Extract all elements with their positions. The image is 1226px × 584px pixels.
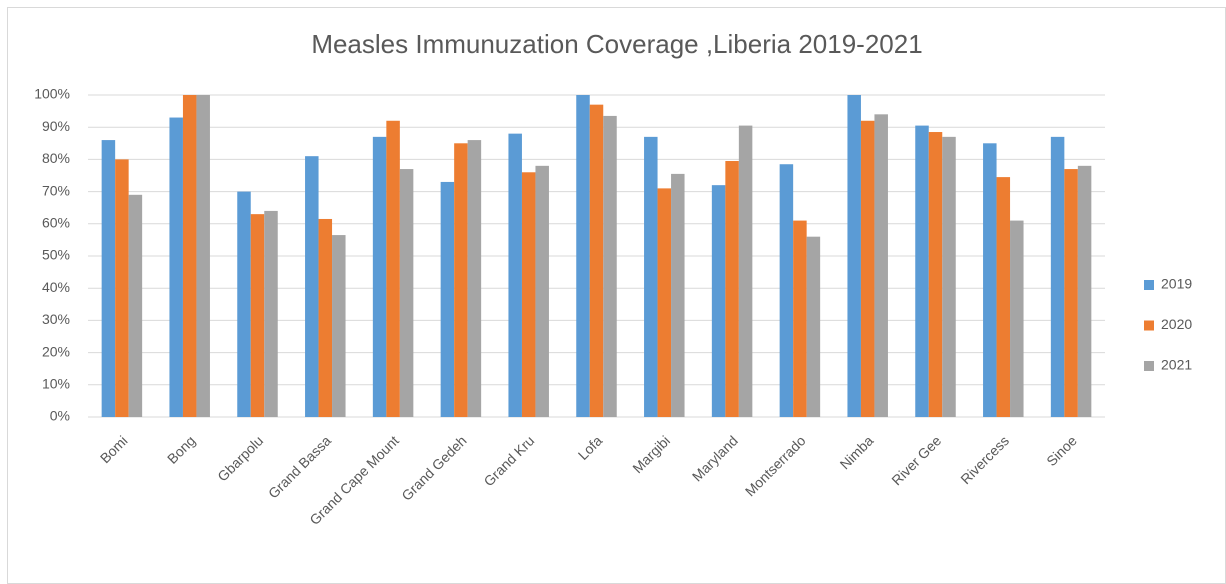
bar [318, 218, 333, 417]
bar [332, 235, 346, 417]
bar [589, 104, 604, 417]
bar [196, 95, 210, 417]
bar [169, 117, 183, 417]
bar [237, 191, 251, 417]
bar [1010, 220, 1024, 417]
bar [860, 120, 875, 417]
y-tick-label: 70% [42, 182, 70, 198]
y-tick-label: 40% [42, 279, 70, 295]
bar [1077, 165, 1092, 417]
bar [399, 169, 414, 417]
legend-swatch [1144, 320, 1154, 331]
bar [738, 125, 753, 417]
bar [386, 120, 400, 417]
bar [1050, 136, 1065, 418]
y-tick-label: 80% [42, 150, 70, 166]
bar [793, 220, 807, 417]
bar [915, 125, 929, 417]
bar [603, 115, 617, 418]
bar [372, 136, 387, 418]
y-tick-label: 30% [42, 311, 70, 327]
bar [983, 143, 997, 418]
bar [305, 156, 319, 417]
bar [264, 210, 278, 417]
bar [711, 185, 726, 417]
bar [454, 143, 468, 418]
bar [1064, 169, 1078, 417]
bar [101, 140, 116, 417]
y-tick-label: 20% [42, 343, 70, 359]
bar [725, 161, 739, 417]
y-tick-label: 60% [42, 215, 70, 231]
bar [440, 181, 455, 417]
bar [928, 132, 943, 417]
y-tick-label: 50% [42, 247, 70, 263]
bar [657, 188, 672, 417]
bar [996, 177, 1011, 417]
legend-label: 2019 [1161, 276, 1192, 292]
bar [806, 236, 821, 417]
bar [779, 164, 794, 417]
legend-label: 2020 [1161, 316, 1192, 332]
bar [250, 214, 265, 417]
bar [128, 194, 143, 417]
chart-title: Measles Immunuzation Coverage ,Liberia 2… [311, 29, 922, 59]
bar [508, 133, 522, 417]
y-tick-label: 90% [42, 118, 70, 134]
legend-label: 2021 [1161, 357, 1192, 373]
bar [182, 95, 197, 417]
y-tick-label: 10% [42, 376, 70, 392]
bar [467, 140, 482, 417]
y-tick-label: 0% [50, 408, 70, 424]
bar [535, 165, 549, 417]
legend-swatch [1144, 280, 1154, 290]
bar [521, 172, 536, 417]
bar [874, 114, 888, 417]
bar [942, 136, 956, 418]
bar [644, 136, 658, 418]
bar [576, 95, 590, 417]
bar [115, 159, 129, 417]
bar [847, 95, 861, 417]
y-tick-label: 100% [34, 86, 70, 102]
bar [671, 173, 685, 417]
legend-swatch [1144, 361, 1154, 371]
